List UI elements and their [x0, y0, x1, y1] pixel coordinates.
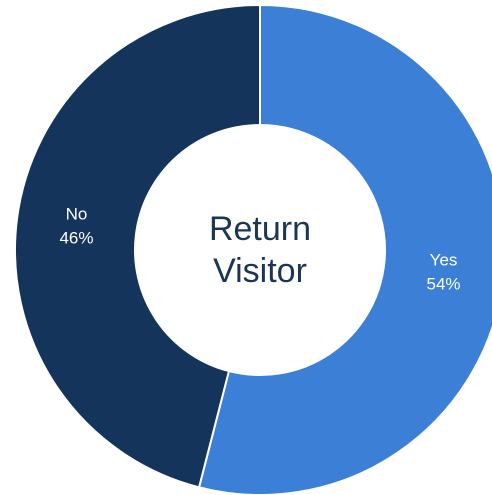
- slice-value: 54%: [427, 275, 461, 294]
- slice-value: 46%: [59, 228, 93, 247]
- chart-title: Return Visitor: [208, 210, 312, 290]
- donut-slice: [14, 3, 261, 489]
- donut-slice: [197, 3, 492, 495]
- slice-label: Yes: [430, 251, 458, 270]
- slice-label: No: [66, 204, 88, 223]
